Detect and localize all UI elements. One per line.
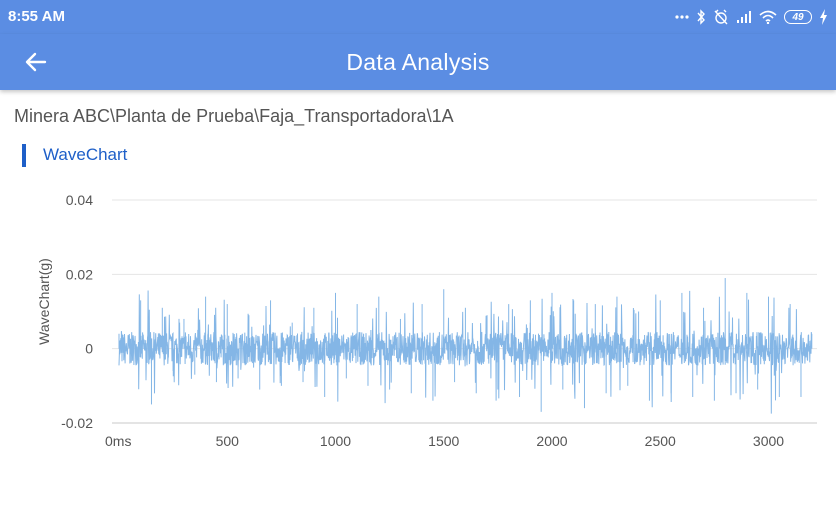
bluetooth-icon: [697, 9, 705, 25]
y-tick-label: 0.02: [66, 266, 93, 282]
battery-icon: 49: [784, 10, 812, 24]
charging-icon: [820, 9, 827, 25]
arrow-left-icon: [25, 52, 47, 72]
waveform-series-line: [118, 290, 813, 414]
more-dots-icon: [675, 15, 689, 19]
y-tick-label: 0.04: [66, 192, 93, 208]
status-icons: 49: [675, 7, 828, 27]
wave-chart: 0.04 0.02 0 -0.02 0ms 500 1000 1500 2000 2500 3000…: [36, 192, 817, 449]
x-tick-label: 1000: [320, 433, 351, 449]
battery-level: 49: [792, 11, 804, 23]
back-button[interactable]: [16, 46, 56, 78]
x-tick-label: 3000: [753, 433, 784, 449]
y-tick-label: -0.02: [61, 415, 93, 431]
signal-icon: [737, 11, 751, 23]
x-tick-label: 500: [216, 433, 240, 449]
x-tick-label: 0ms: [105, 433, 131, 449]
x-tick-label: 2500: [645, 433, 676, 449]
breadcrumb: Minera ABC\Planta de Prueba\Faja_Transpo…: [14, 106, 454, 126]
x-tick-label: 1500: [428, 433, 459, 449]
status-bar: 8:55 AM 49: [0, 0, 836, 34]
section-accent-bar: [22, 144, 26, 167]
page-title: Data Analysis: [346, 49, 490, 75]
y-axis-label: WaveChart(g): [36, 258, 52, 345]
status-time: 8:55 AM: [8, 8, 65, 25]
wifi-icon: [759, 10, 777, 24]
app-bar: Data Analysis: [0, 34, 836, 90]
x-tick-label: 2000: [536, 433, 567, 449]
y-tick-label: 0: [85, 341, 93, 357]
alarm-off-icon: [714, 9, 728, 25]
section-title: WaveChart: [43, 145, 128, 164]
